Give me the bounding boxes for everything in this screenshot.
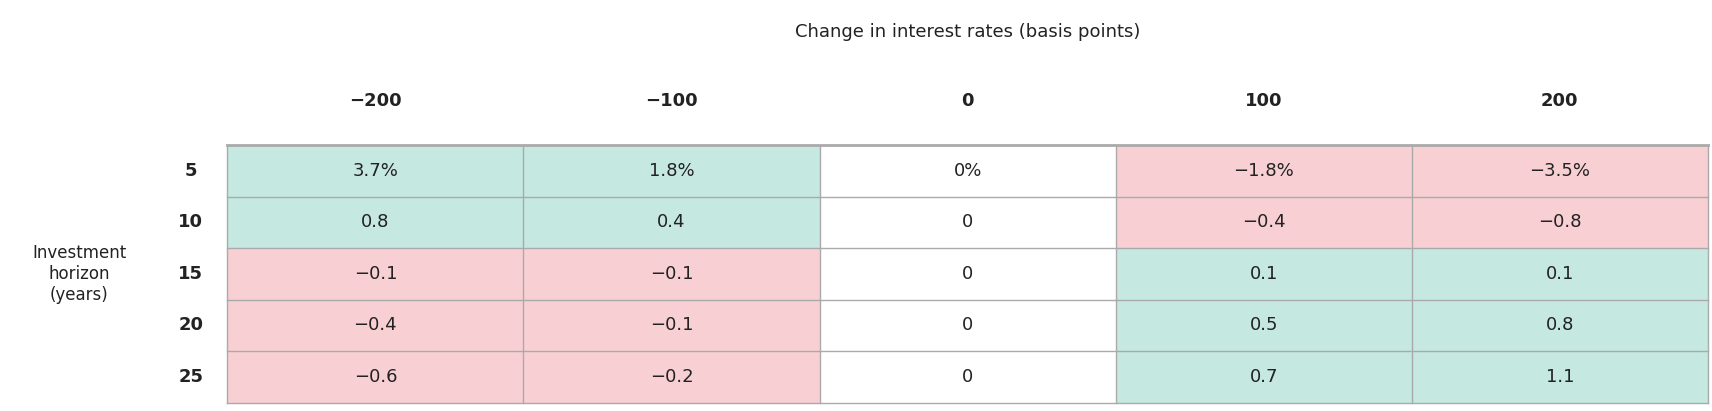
Text: −100: −100 xyxy=(645,92,698,110)
Text: −200: −200 xyxy=(349,92,402,110)
Bar xyxy=(1116,351,1412,403)
Bar xyxy=(524,248,820,300)
Bar xyxy=(820,145,1116,196)
Bar xyxy=(228,300,524,351)
Bar xyxy=(820,196,1116,248)
Text: −0.6: −0.6 xyxy=(354,368,397,386)
Text: −0.1: −0.1 xyxy=(354,265,397,283)
Bar xyxy=(228,196,524,248)
Text: 1.1: 1.1 xyxy=(1546,368,1573,386)
Bar xyxy=(524,145,820,196)
Text: 0%: 0% xyxy=(954,162,981,180)
Text: 1.8%: 1.8% xyxy=(649,162,695,180)
Text: 0: 0 xyxy=(962,213,972,231)
Text: 25: 25 xyxy=(178,368,204,386)
Bar xyxy=(524,300,820,351)
Text: 0.7: 0.7 xyxy=(1250,368,1277,386)
Text: −0.2: −0.2 xyxy=(649,368,693,386)
Text: 0: 0 xyxy=(962,92,974,110)
Text: 10: 10 xyxy=(178,213,204,231)
Text: −0.1: −0.1 xyxy=(651,265,693,283)
Text: 0: 0 xyxy=(962,265,972,283)
Bar xyxy=(228,145,524,196)
Bar xyxy=(1412,300,1709,351)
Text: 0.8: 0.8 xyxy=(361,213,390,231)
Bar xyxy=(1412,351,1709,403)
Text: Change in interest rates (basis points): Change in interest rates (basis points) xyxy=(794,23,1140,42)
Bar xyxy=(820,248,1116,300)
Text: 0: 0 xyxy=(962,316,972,335)
Bar xyxy=(524,196,820,248)
Text: 0.1: 0.1 xyxy=(1546,265,1573,283)
Text: 15: 15 xyxy=(178,265,204,283)
Bar xyxy=(1116,300,1412,351)
Text: 0: 0 xyxy=(962,368,972,386)
Text: −3.5%: −3.5% xyxy=(1529,162,1590,180)
Text: Investment
horizon
(years): Investment horizon (years) xyxy=(33,244,127,304)
Text: −0.4: −0.4 xyxy=(1241,213,1286,231)
Text: 0.5: 0.5 xyxy=(1250,316,1277,335)
Text: −0.8: −0.8 xyxy=(1537,213,1582,231)
Text: 100: 100 xyxy=(1245,92,1282,110)
Text: −1.8%: −1.8% xyxy=(1233,162,1294,180)
Bar xyxy=(524,351,820,403)
Bar xyxy=(1116,248,1412,300)
Bar xyxy=(1412,145,1709,196)
Bar xyxy=(1116,145,1412,196)
Bar xyxy=(1116,196,1412,248)
Bar xyxy=(228,248,524,300)
Text: 0.1: 0.1 xyxy=(1250,265,1277,283)
Text: 0.4: 0.4 xyxy=(657,213,687,231)
Text: −0.4: −0.4 xyxy=(354,316,397,335)
Text: −0.1: −0.1 xyxy=(651,316,693,335)
Text: 20: 20 xyxy=(178,316,204,335)
Bar xyxy=(228,351,524,403)
Bar xyxy=(820,300,1116,351)
Bar xyxy=(820,351,1116,403)
Text: 200: 200 xyxy=(1541,92,1578,110)
Bar xyxy=(1412,248,1709,300)
Text: 3.7%: 3.7% xyxy=(353,162,399,180)
Text: 0.8: 0.8 xyxy=(1546,316,1573,335)
Text: 5: 5 xyxy=(185,162,197,180)
Bar xyxy=(1412,196,1709,248)
